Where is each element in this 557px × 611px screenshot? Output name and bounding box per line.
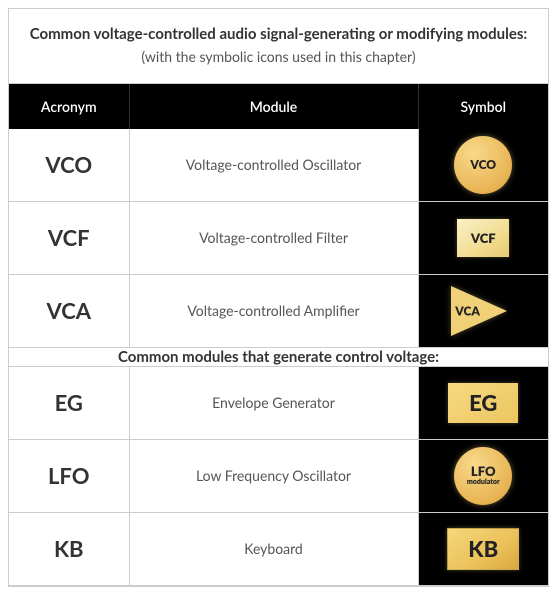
column-header-row: Acronym Module Symbol (9, 84, 548, 129)
kb-symbol-icon: KB (447, 528, 519, 570)
module-cell: Keyboard (129, 512, 418, 585)
section-header-row: Common modules that generate control vol… (9, 347, 548, 366)
module-cell: Voltage-controlled Oscillator (129, 129, 418, 202)
modules-table: Acronym Module Symbol VCO Voltage-contro… (9, 84, 548, 586)
symbol-cell: VCO (418, 129, 548, 202)
symbol-cell: VCA (418, 274, 548, 347)
module-cell: Voltage-controlled Filter (129, 201, 418, 274)
section2-title: Common modules that generate control vol… (9, 347, 548, 366)
table-header-block: Common voltage-controlled audio signal-g… (9, 9, 548, 84)
acronym-cell: EG (9, 366, 129, 439)
module-cell: Low Frequency Oscillator (129, 439, 418, 512)
table-row: VCF Voltage-controlled Filter VCF (9, 201, 548, 274)
table-row: EG Envelope Generator EG (9, 366, 548, 439)
table-row: VCO Voltage-controlled Oscillator VCO (9, 129, 548, 202)
module-cell: Envelope Generator (129, 366, 418, 439)
acronym-cell: VCO (9, 129, 129, 202)
symbol-cell: LFO modulator (418, 439, 548, 512)
lfo-symbol-icon: LFO modulator (454, 447, 512, 505)
acronym-cell: VCA (9, 274, 129, 347)
table-row: VCA Voltage-controlled Amplifier VCA (9, 274, 548, 347)
table-row: LFO Low Frequency Oscillator LFO modulat… (9, 439, 548, 512)
col-acronym: Acronym (9, 84, 129, 129)
module-cell: Voltage-controlled Amplifier (129, 274, 418, 347)
col-symbol: Symbol (418, 84, 548, 129)
table-row: KB Keyboard KB (9, 512, 548, 585)
symbol-cell: EG (418, 366, 548, 439)
acronym-cell: VCF (9, 201, 129, 274)
vcf-symbol-icon: VCF (457, 219, 509, 257)
header-title: Common voltage-controlled audio signal-g… (19, 23, 538, 46)
symbol-cell: KB (418, 512, 548, 585)
header-subtitle: (with the symbolic icons used in this ch… (19, 48, 538, 65)
col-module: Module (129, 84, 418, 129)
module-table-container: Common voltage-controlled audio signal-g… (8, 8, 549, 587)
acronym-cell: LFO (9, 439, 129, 512)
vca-symbol-icon: VCA (451, 286, 515, 336)
symbol-cell: VCF (418, 201, 548, 274)
vco-symbol-icon: VCO (454, 136, 512, 194)
eg-symbol-icon: EG (448, 383, 518, 423)
acronym-cell: KB (9, 512, 129, 585)
